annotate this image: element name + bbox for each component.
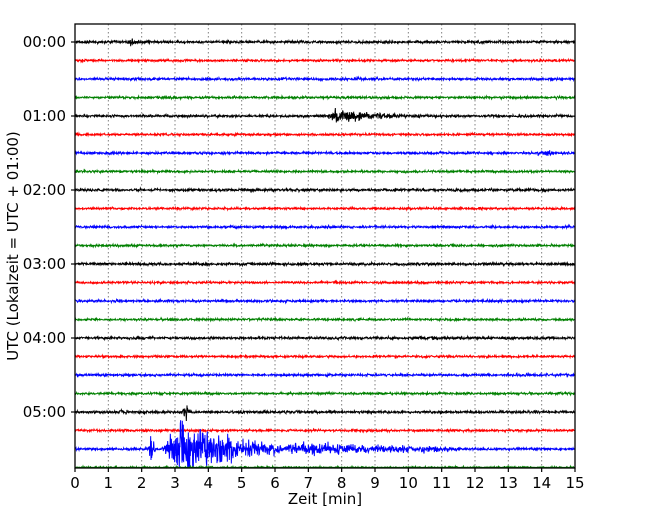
seismogram-trace [74, 353, 576, 360]
y-axis-label: UTC (Lokalzeit = UTC + 01:00) [4, 131, 22, 361]
x-tick-label: 0 [70, 474, 80, 492]
seismogram-trace [74, 242, 576, 249]
seismogram-trace [74, 149, 576, 157]
y-tick-label: 00:00 [23, 33, 66, 51]
seismogram-trace [74, 131, 576, 138]
y-axis-ticks [71, 41, 75, 413]
y-tick-label: 03:00 [23, 255, 66, 273]
x-tick-label: 14 [532, 474, 551, 492]
x-tick-label: 11 [432, 474, 451, 492]
seismogram-trace [74, 107, 576, 123]
seismogram-trace [74, 297, 576, 305]
x-tick-label: 12 [465, 474, 484, 492]
seismogram-trace [74, 371, 576, 379]
x-tick-label: 3 [170, 474, 180, 492]
seismogram-trace [74, 405, 576, 422]
seismogram-traces [74, 38, 576, 469]
x-tick-label: 15 [565, 474, 584, 492]
y-tick-label: 04:00 [23, 329, 66, 347]
seismogram-trace [74, 316, 576, 323]
seismogram-trace [74, 94, 576, 101]
seismogram-trace [74, 186, 576, 194]
seismogram-trace [74, 279, 576, 286]
seismogram-trace [74, 334, 576, 342]
x-tick-label: 1 [104, 474, 114, 492]
seismogram-trace [74, 390, 576, 397]
x-tick-label: 9 [370, 474, 380, 492]
seismogram-trace [74, 260, 576, 268]
x-axis-label: Zeit [min] [288, 490, 362, 508]
seismogram-trace [74, 57, 576, 64]
x-tick-label: 2 [137, 474, 147, 492]
x-tick-label: 13 [499, 474, 518, 492]
y-axis-tick-labels: 00:00 01:00 02:00 03:00 04:00 05:00 [23, 33, 66, 421]
seismogram-trace [74, 168, 576, 175]
seismogram-trace [74, 427, 576, 434]
x-tick-label: 4 [204, 474, 214, 492]
seismogram-trace [74, 205, 576, 212]
y-tick-label: 01:00 [23, 107, 66, 125]
x-axis-ticks [74, 468, 576, 472]
seismogram-trace [74, 223, 576, 231]
x-tick-label: 8 [337, 474, 347, 492]
x-tick-label: 7 [304, 474, 314, 492]
y-tick-label: 02:00 [23, 181, 66, 199]
plot-frame [74, 23, 576, 469]
x-tick-label: 6 [270, 474, 280, 492]
x-tick-label: 5 [237, 474, 247, 492]
seismogram-trace [74, 420, 576, 468]
seismogram-trace [74, 38, 576, 47]
x-tick-label: 10 [399, 474, 418, 492]
x-axis-tick-labels: 0 1 2 3 4 5 6 7 8 9 10 11 12 13 14 15 [70, 474, 584, 492]
y-tick-label: 05:00 [23, 403, 66, 421]
seismogram-trace [74, 75, 576, 83]
